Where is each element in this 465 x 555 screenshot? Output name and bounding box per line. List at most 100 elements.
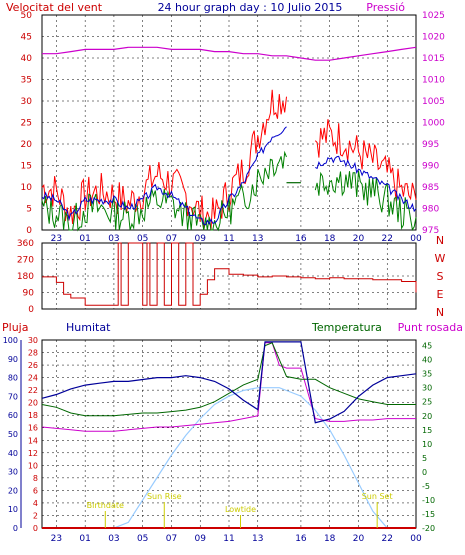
climate-x-tick-label: 11 — [223, 534, 234, 544]
temperature-line — [41, 342, 416, 417]
annotation-label: Sun Set — [362, 492, 393, 501]
humidity-line — [41, 341, 417, 424]
direction-y-tick-label: 0 — [28, 305, 34, 315]
pressure-line — [42, 46, 417, 61]
wind-x-tick-label: 03 — [108, 234, 119, 244]
rain-y-tick-label: 22 — [28, 386, 38, 395]
climate-panel-frame — [41, 339, 417, 529]
humidity-y-tick-label: 90 — [8, 355, 18, 364]
temperature-y-tick-label: 25 — [422, 398, 432, 407]
humidity-y-tick-label: 40 — [8, 449, 18, 458]
climate-x-tick-label: 05 — [137, 534, 148, 544]
wind-y-tick-label: 15 — [21, 162, 32, 172]
rain-y-tick-label: 20 — [28, 399, 38, 408]
pressure-y-tick-label: 980 — [422, 205, 439, 215]
compass-label: E — [437, 288, 444, 301]
humidity-y-tick-label: 70 — [8, 392, 18, 401]
rain-y-tick-label: 8 — [33, 474, 38, 483]
wind-x-tick-label: 07 — [166, 234, 177, 244]
climate-x-tick-label: 20 — [353, 534, 365, 544]
wind-y-tick-label: 20 — [21, 140, 33, 150]
wind-x-tick-label: 09 — [195, 234, 207, 244]
pressure-y-tick-label: 995 — [422, 140, 439, 150]
compass-label: S — [437, 270, 444, 283]
climate-series — [41, 341, 417, 529]
temperature-y-tick-label: 5 — [422, 454, 427, 463]
temperature-y-tick-label: 15 — [422, 426, 432, 435]
humidity-y-tick-label: 30 — [8, 468, 18, 477]
pressure-y-tick-label: 1000 — [422, 119, 445, 129]
wind-y-tick-label: 0 — [26, 226, 32, 236]
humidity-y-tick-label: 50 — [8, 430, 18, 439]
temperature-y-tick-label: 40 — [422, 356, 432, 365]
temperature-y-tick-label: 35 — [422, 370, 432, 379]
humidity-y-tick-label: 60 — [8, 411, 18, 420]
wind-x-tick-label: 22 — [382, 234, 393, 244]
climate-x-tick-label: 18 — [324, 534, 336, 544]
wind-y-tick-label: 5 — [26, 205, 32, 215]
direction-y-tick-label: 90 — [23, 289, 35, 299]
annotation-label: Birthdate — [87, 501, 124, 510]
direction-series — [42, 242, 417, 306]
rain-y-tick-label: 12 — [28, 449, 38, 458]
wind-x-tick-label: 01 — [79, 234, 90, 244]
direction-y-tick-label: 180 — [17, 272, 34, 282]
humidity-y-tick-label: 80 — [8, 374, 18, 383]
wind-y-tick-label: 45 — [21, 33, 32, 43]
rain-y-tick-label: 24 — [28, 374, 38, 383]
wind-speed-title: Velocitat del vent — [6, 1, 103, 14]
humidity-y-tick-label: 0 — [13, 524, 18, 533]
dewpoint-label: Punt rosada — [398, 321, 463, 334]
rain-y-tick-label: 16 — [28, 424, 38, 433]
wind-y-tick-label: 10 — [21, 183, 33, 193]
pressure-y-tick-label: 975 — [422, 226, 439, 236]
rain-y-tick-label: 18 — [28, 411, 38, 420]
temperature-y-tick-label: 10 — [422, 440, 432, 449]
climate-x-tick-label: 07 — [166, 534, 177, 544]
rain-label: Pluja — [2, 321, 28, 334]
temperature-y-tick-label: -5 — [422, 482, 430, 491]
rain-y-tick-label: 14 — [28, 436, 38, 445]
temperature-y-tick-label: 45 — [422, 342, 432, 351]
pressure-y-tick-label: 990 — [422, 162, 439, 172]
climate-axes: 0102030405060708090100024681012141618202… — [3, 336, 435, 544]
wind-x-tick-label: 20 — [353, 234, 365, 244]
compass-label: N — [436, 234, 444, 247]
compass-label: W — [435, 252, 446, 265]
wind-x-tick-label: 16 — [295, 234, 307, 244]
wind-x-tick-label: 11 — [223, 234, 234, 244]
humidity-y-tick-label: 100 — [3, 336, 18, 345]
climate-grid — [42, 339, 417, 529]
graph-day-title: 24 hour graph day : 10 Julio 2015 — [158, 1, 343, 14]
temperature-y-tick-label: 30 — [422, 384, 432, 393]
pressure-title: Pressió — [366, 1, 405, 14]
climate-x-tick-label: 03 — [108, 534, 119, 544]
dewpoint-line — [41, 342, 416, 432]
wind-x-tick-label: 18 — [324, 234, 336, 244]
wind-series — [41, 46, 417, 232]
wind-x-tick-label: 23 — [51, 234, 62, 244]
temperature-y-tick-label: -15 — [422, 510, 435, 519]
climate-x-tick-label: 01 — [79, 534, 90, 544]
wind-direction-line — [42, 242, 417, 306]
wind-x-tick-label: 05 — [137, 234, 148, 244]
direction-y-tick-label: 360 — [17, 239, 34, 249]
humidity-label: Humitat — [66, 321, 111, 334]
temperature-y-tick-label: 0 — [422, 468, 427, 477]
pressure-y-tick-label: 985 — [422, 183, 439, 193]
rain-y-tick-label: 4 — [33, 499, 38, 508]
wind-x-tick-label: 13 — [252, 234, 263, 244]
pressure-y-tick-label: 1020 — [422, 33, 445, 43]
pressure-y-tick-label: 1015 — [422, 54, 445, 64]
rain-y-tick-label: 2 — [33, 511, 38, 520]
rain-y-tick-label: 10 — [28, 461, 38, 470]
climate-x-tick-label: 22 — [382, 534, 393, 544]
humidity-y-tick-label: 10 — [8, 505, 18, 514]
wind-axes: 0510152025303540455097598098599099510001… — [21, 11, 446, 244]
temperature-y-tick-label: 20 — [422, 412, 432, 421]
direction-grid — [42, 242, 417, 310]
wind-y-tick-label: 50 — [21, 11, 33, 21]
climate-x-tick-label: 00 — [410, 534, 422, 544]
